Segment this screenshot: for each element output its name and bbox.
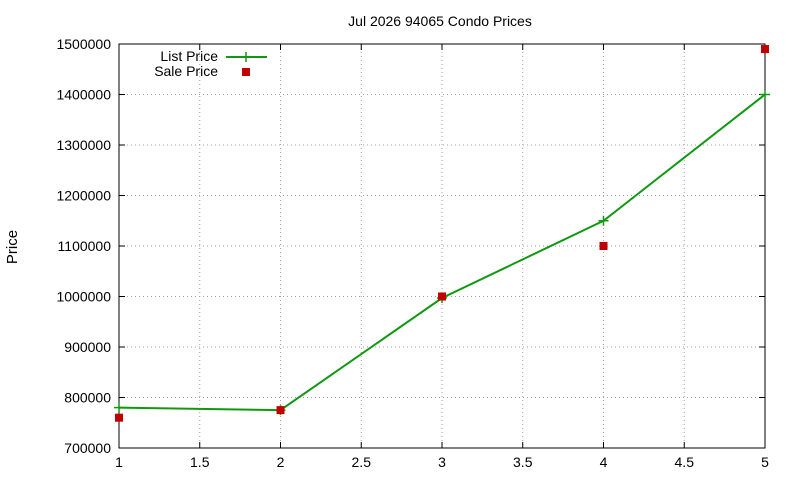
grid — [119, 44, 765, 448]
legend-marker-sale-price — [242, 68, 250, 76]
y-tick-label: 1200000 — [56, 188, 111, 204]
y-tick-label: 700000 — [64, 440, 111, 456]
sale-price-point — [599, 242, 608, 250]
y-tick-label: 1000000 — [56, 289, 111, 305]
sale-price-point — [276, 406, 285, 415]
y-tick-label: 1300000 — [56, 137, 111, 153]
legend-marker-list-price — [241, 52, 251, 62]
x-tick-label: 2.5 — [352, 454, 372, 470]
chart-title: Jul 2026 94065 Condo Prices — [348, 13, 532, 29]
list-price-point — [114, 402, 124, 413]
list-price-point — [598, 215, 609, 226]
x-tick-label: 4.5 — [675, 454, 695, 470]
axis-ticks: 1 1.5 2 2.5 3 3.5 4 4.5 5 700000 800000 900000 10000… — [56, 36, 769, 470]
series — [114, 45, 770, 422]
x-tick-label: 2 — [277, 454, 285, 470]
x-tick-label: 3 — [438, 454, 446, 470]
sale-price-point — [438, 292, 446, 301]
x-tick-label: 3.5 — [513, 454, 533, 470]
y-tick-label: 800000 — [64, 390, 111, 406]
y-tick-label: 900000 — [64, 339, 111, 355]
y-axis-label: Price — [4, 230, 21, 264]
x-tick-label: 1 — [115, 454, 123, 470]
y-tick-label: 1100000 — [58, 238, 112, 254]
list-price-point — [760, 89, 770, 100]
y-tick-label: 1400000 — [56, 87, 111, 103]
x-tick-label: 4 — [600, 454, 608, 470]
x-tick-label: 5 — [761, 454, 769, 470]
y-tick-label: 1500000 — [56, 36, 111, 52]
x-tick-label: 1.5 — [190, 454, 210, 470]
legend-label-sale-price: Sale Price — [154, 63, 218, 79]
legend-label-list-price: List Price — [160, 48, 218, 64]
sale-price-point — [761, 45, 769, 54]
legend-plus-marker — [241, 52, 251, 62]
plot-frame — [118, 43, 766, 449]
legend: List Price Sale Price — [154, 48, 267, 79]
sale-price-point — [115, 413, 123, 422]
